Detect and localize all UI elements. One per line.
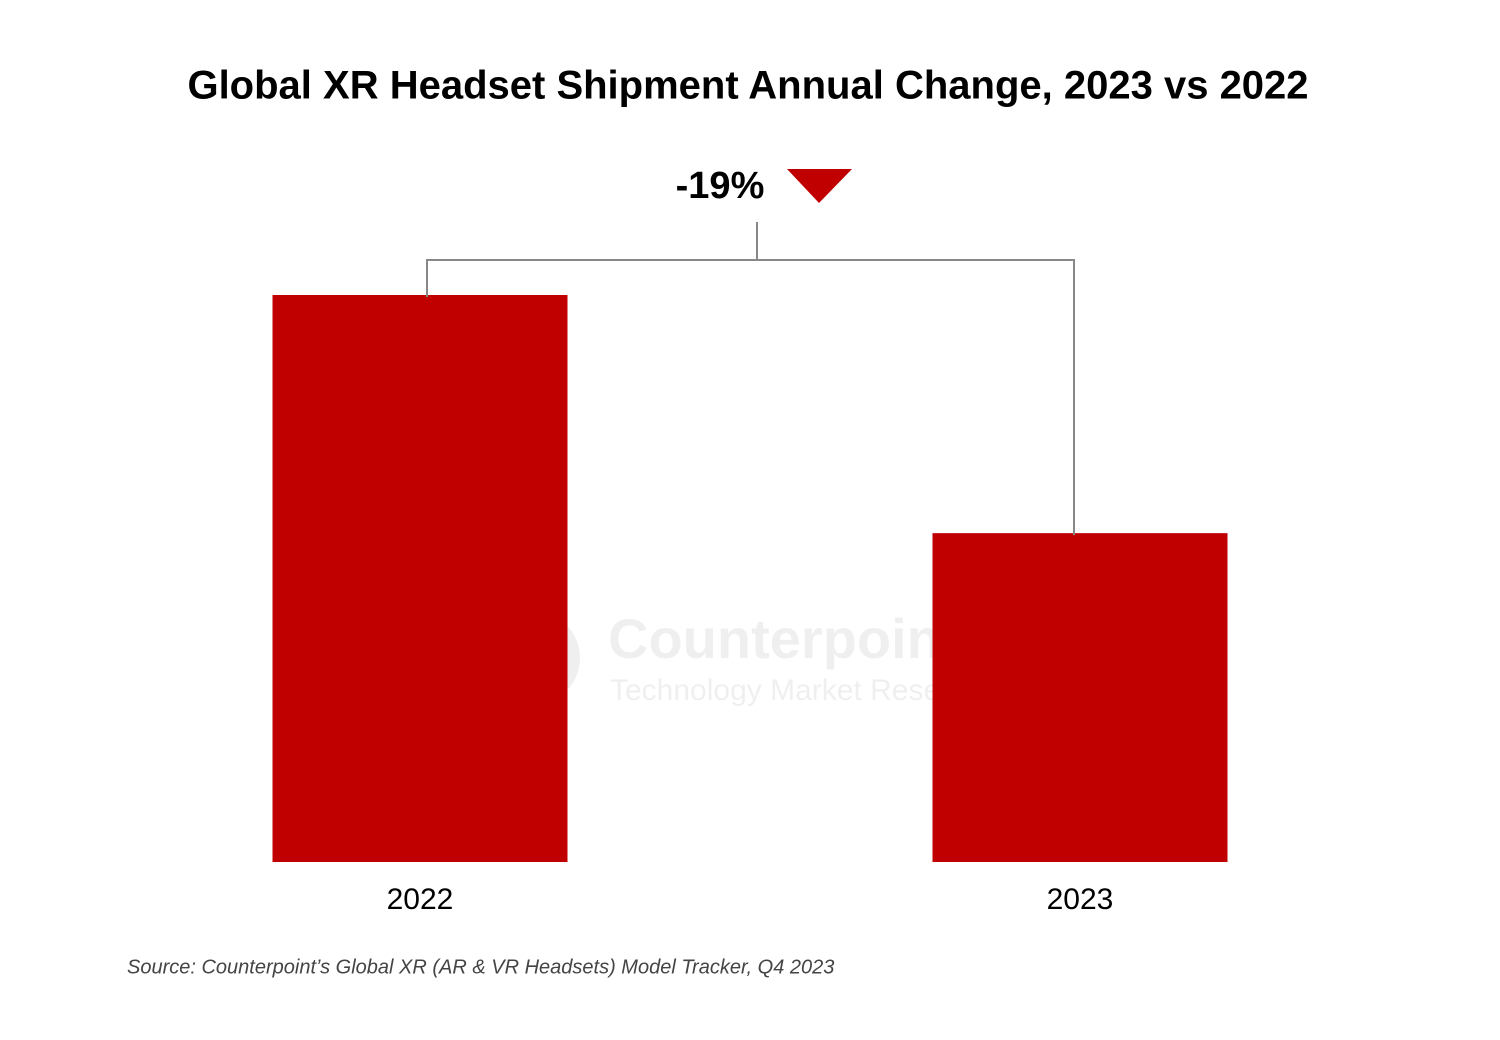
source-note: Source: Counterpoint’s Global XR (AR & V…	[127, 956, 834, 978]
chart-title: Global XR Headset Shipment Annual Change…	[187, 64, 1308, 108]
change-bracket	[426, 222, 1075, 536]
watermark-text: Counterpoint	[608, 607, 959, 670]
x-tick-label: 2022	[387, 883, 454, 916]
watermark: Counterpoint Technology Market Research	[486, 607, 999, 707]
bar	[932, 533, 1228, 862]
down-arrow	[787, 169, 852, 203]
bar	[272, 295, 568, 862]
x-tick-label: 2023	[1047, 883, 1114, 916]
change-annotation: -19%	[676, 165, 765, 207]
